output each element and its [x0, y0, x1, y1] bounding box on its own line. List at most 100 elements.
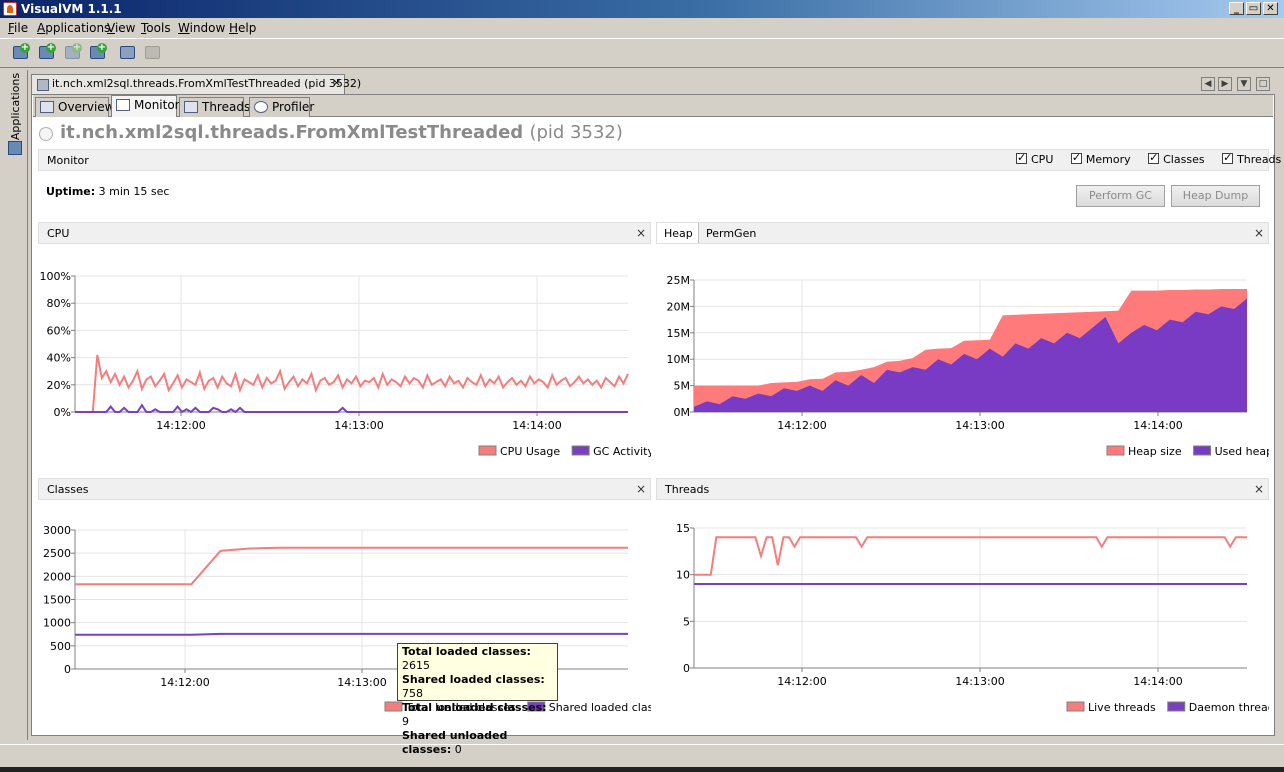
menu-help[interactable]: Help [229, 21, 257, 35]
y-tick-label: 0M [674, 406, 691, 419]
threads-panel-header: Threads × [656, 478, 1269, 500]
minimize-button[interactable]: _ [1229, 2, 1244, 15]
y-tick-label: 10M [667, 353, 691, 366]
y-tick-label: 40% [47, 352, 71, 365]
profiler-icon [254, 101, 268, 113]
y-tick-label: 1500 [43, 594, 71, 607]
tab-monitor[interactable]: Monitor [111, 95, 180, 117]
legend-swatch [1193, 445, 1212, 456]
y-tick-label: 0 [64, 663, 71, 676]
gc-activity-line [75, 403, 628, 414]
applications-window-icon[interactable] [8, 141, 22, 155]
live-threads-line [694, 536, 1247, 576]
legend-swatch [384, 701, 403, 712]
maximize-pane-icon[interactable]: □ [1256, 77, 1270, 91]
y-tick-label: 500 [50, 640, 71, 653]
y-tick-label: 15 [676, 522, 690, 535]
cpu-chart: 0% 20% 40% 60% 80% 100% 14:12:00 14:13:00 14:14:… [38, 246, 651, 468]
permgen-tab[interactable]: PermGen [706, 227, 757, 240]
y-tick-label: 100% [40, 270, 71, 283]
window-title: VisualVM 1.1.1 [21, 2, 122, 16]
perform-gc-button[interactable]: Perform GC [1076, 185, 1165, 207]
tooltip-line: Shared unloaded classes: 0 [402, 729, 508, 756]
add-remote-host-icon[interactable]: + [63, 43, 83, 63]
x-tick-label: 14:13:00 [955, 419, 1004, 432]
legend-label: Heap size [1128, 445, 1182, 458]
close-cpu-panel-icon[interactable]: × [635, 226, 646, 240]
toolbar: + + + + [0, 38, 1284, 68]
menu-window[interactable]: Window [178, 21, 226, 35]
add-jdbc-icon[interactable]: + [11, 43, 31, 63]
close-classes-panel-icon[interactable]: × [635, 482, 646, 496]
legend-label: Shared loaded classes [549, 701, 651, 714]
close-tab-icon[interactable]: × [332, 76, 342, 89]
threads-chart: 0 5 10 15 14:12:00 14:13:00 14:14:00 Live threa… [656, 502, 1269, 724]
threads-checkbox[interactable]: Threads [1222, 151, 1281, 166]
y-tick-label: 5M [674, 380, 691, 393]
visualvm-logo-icon [3, 2, 17, 16]
classes-tooltip: Total loaded classes: 2615 Shared loaded… [397, 643, 558, 756]
add-jmx-icon[interactable]: + [37, 43, 57, 63]
heap-dump-button[interactable]: Heap Dump [1171, 185, 1260, 207]
save-icon[interactable] [118, 43, 138, 63]
threads-icon [184, 101, 198, 113]
x-tick-label: 14:13:00 [337, 676, 386, 689]
menu-file[interactable]: File [8, 21, 29, 35]
classes-checkbox[interactable]: Classes [1148, 151, 1205, 166]
checkbox-icon [1016, 151, 1027, 164]
shared-loaded-classes-line [75, 632, 628, 636]
document-tab[interactable]: it.nch.xml2sql.threads.FromXmlTestThread… [31, 74, 361, 94]
java-process-icon [37, 79, 49, 91]
memory-panel-header: Heap PermGen × [656, 222, 1269, 244]
x-tick-label: 14:14:00 [512, 419, 561, 432]
classes-panel-header: Classes × [38, 478, 651, 500]
menu-tools[interactable]: Tools [141, 21, 171, 35]
total-loaded-classes-line [75, 546, 628, 586]
y-tick-label: 0 [683, 662, 690, 675]
scroll-left-icon[interactable]: ◀ [1201, 77, 1215, 91]
process-title: it.nch.xml2sql.threads.FromXmlTestThread… [60, 122, 623, 143]
process-status-icon [39, 127, 53, 141]
legend-swatch [1066, 701, 1085, 712]
legend-label: Live threads [1088, 701, 1156, 714]
classes-chart: 0 500 1000 1500 2000 2500 3000 14:12:00 14:13:00… [38, 502, 651, 724]
y-tick-label: 0% [54, 406, 71, 419]
close-memory-panel-icon[interactable]: × [1253, 226, 1264, 240]
tab-threads[interactable]: Threads [179, 97, 250, 117]
checkbox-icon [1222, 151, 1234, 164]
restore-button[interactable]: ▭ [1246, 2, 1261, 15]
memory-checkbox[interactable]: Memory [1070, 151, 1131, 166]
menu-applications[interactable]: Applications [37, 21, 111, 35]
tab-overview[interactable]: Overview [35, 97, 115, 117]
x-tick-label: 14:14:00 [1133, 675, 1182, 688]
menu-view[interactable]: View [107, 21, 136, 35]
close-window-button[interactable]: ✕ [1263, 2, 1278, 15]
tab-list-dropdown-icon[interactable]: ▼ [1237, 77, 1251, 91]
legend-label: Used heap [1215, 445, 1269, 458]
cpu-checkbox[interactable]: CPU [1016, 151, 1053, 166]
x-tick-label: 14:13:00 [955, 675, 1004, 688]
y-tick-label: 15M [667, 327, 691, 340]
legend-label: CPU Usage [500, 445, 560, 458]
y-tick-label: 20M [667, 300, 691, 313]
y-tick-label: 3000 [43, 524, 71, 537]
close-threads-panel-icon[interactable]: × [1253, 482, 1264, 496]
legend-swatch [527, 701, 546, 712]
load-icon[interactable] [143, 43, 163, 63]
y-tick-label: 5 [683, 615, 690, 628]
left-sidebar [0, 70, 28, 740]
legend-swatch [1106, 445, 1125, 456]
applications-sidebar-tab[interactable]: Applications [9, 72, 23, 141]
scroll-right-icon[interactable]: ▶ [1218, 77, 1232, 91]
y-tick-label: 25M [667, 274, 691, 287]
document-tab-bar: it.nch.xml2sql.threads.FromXmlTestThread… [30, 72, 1276, 94]
y-tick-label: 60% [47, 324, 71, 337]
checkbox-icon [1070, 151, 1082, 164]
tab-profiler[interactable]: Profiler [249, 97, 314, 117]
tooltip-line: Total loaded classes: 2615 [402, 645, 531, 672]
heap-chart: 0M 5M 10M 15M 20M 25M 14:12:00 14:13:00 14:14:00… [656, 246, 1269, 468]
heap-tab[interactable]: Heap [657, 223, 699, 243]
add-snapshot-icon[interactable]: + [88, 43, 108, 63]
tooltip-line: Shared loaded classes: 758 [402, 673, 545, 700]
menu-bar: File Applications View Tools Window Help [0, 18, 1284, 38]
